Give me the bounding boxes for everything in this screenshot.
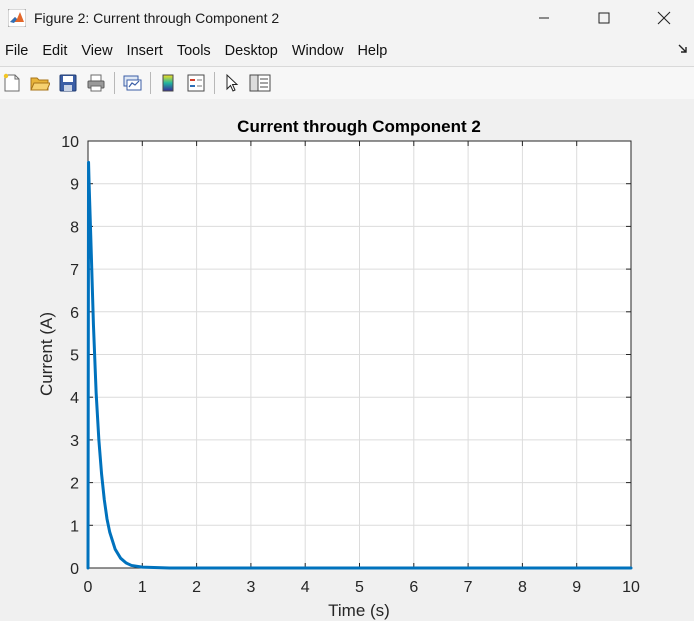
maximize-button[interactable] <box>574 0 634 36</box>
colorbar-icon <box>162 74 174 92</box>
line-chart[interactable]: 0 1 2 3 4 5 6 7 8 9 10 0 1 2 3 4 5 6 7 8 9 10 Current through… <box>0 99 694 621</box>
menu-view[interactable]: View <box>81 43 113 59</box>
figure-canvas[interactable]: 0 1 2 3 4 5 6 7 8 9 10 0 1 2 3 4 5 6 7 8 9 10 Current through… <box>0 99 694 621</box>
chart-title: Current through Component 2 <box>237 117 481 136</box>
link-plot-button[interactable] <box>120 71 144 95</box>
minimize-button[interactable] <box>514 0 574 36</box>
new-figure-button[interactable] <box>0 71 24 95</box>
edit-plot-arrow-icon <box>226 73 239 92</box>
print-button[interactable] <box>84 71 108 95</box>
menu-file[interactable]: File <box>5 43 29 59</box>
close-icon <box>657 11 671 25</box>
y-axis-label: Current (A) <box>37 312 56 396</box>
link-plot-icon <box>123 75 142 91</box>
menu-help[interactable]: Help <box>357 43 388 59</box>
x-axis-label: Time (s) <box>328 601 390 620</box>
menu-bar: File Edit View Insert Tools Desktop Wind… <box>0 36 694 66</box>
property-inspector-icon <box>249 74 271 92</box>
x-tick-label: 0 <box>84 579 93 596</box>
matlab-logo-icon <box>7 8 27 28</box>
title-bar: Figure 2: Current through Component 2 <box>0 0 694 36</box>
open-file-icon <box>30 77 50 91</box>
toolbar-separator <box>150 72 151 94</box>
y-tick-label: 9 <box>70 177 79 194</box>
menu-insert[interactable]: Insert <box>126 43 163 59</box>
data-series[interactable] <box>86 160 633 570</box>
menu-edit[interactable]: Edit <box>42 43 68 59</box>
x-tick-label: 10 <box>622 579 640 596</box>
close-button[interactable] <box>634 0 694 36</box>
insert-legend-button[interactable] <box>184 71 208 95</box>
y-tick-label: 6 <box>70 305 79 322</box>
x-tick-label: 3 <box>246 579 255 596</box>
toolbar-separator <box>214 72 215 94</box>
edit-plot-button[interactable] <box>220 71 244 95</box>
menu-window[interactable]: Window <box>291 43 344 59</box>
y-tick-label: 10 <box>61 134 79 151</box>
x-tick-label: 6 <box>409 579 418 596</box>
tick-labels: 0 1 2 3 4 5 6 7 8 9 10 0 1 2 3 4 5 6 7 8 9 10 <box>61 134 640 596</box>
y-tick-label: 3 <box>70 433 79 450</box>
x-tick-label: 7 <box>464 579 473 596</box>
dock-figure-icon[interactable] <box>678 43 688 57</box>
y-tick-label: 0 <box>70 561 79 578</box>
open-file-button[interactable] <box>28 71 52 95</box>
x-tick-label: 5 <box>355 579 364 596</box>
y-tick-label: 5 <box>70 348 79 365</box>
y-tick-label: 8 <box>70 219 79 236</box>
toolbar-separator <box>114 72 115 94</box>
x-tick-label: 8 <box>518 579 527 596</box>
menu-desktop[interactable]: Desktop <box>224 43 278 59</box>
window-title: Figure 2: Current through Component 2 <box>34 10 280 26</box>
x-tick-label: 9 <box>572 579 581 596</box>
minimize-icon <box>539 17 549 19</box>
insert-colorbar-button[interactable] <box>156 71 180 95</box>
print-icon <box>87 74 105 92</box>
figure-toolbar <box>0 66 694 100</box>
property-inspector-button[interactable] <box>248 71 272 95</box>
x-tick-label: 1 <box>138 579 147 596</box>
new-figure-icon <box>3 73 20 92</box>
series-line[interactable] <box>86 160 633 570</box>
maximize-icon <box>598 12 610 24</box>
x-tick-label: 4 <box>301 579 310 596</box>
window-controls <box>514 0 694 36</box>
y-tick-label: 4 <box>70 390 79 407</box>
x-tick-label: 2 <box>192 579 201 596</box>
menu-tools[interactable]: Tools <box>176 43 211 59</box>
save-icon <box>59 74 77 92</box>
y-tick-label: 7 <box>70 262 79 279</box>
y-tick-label: 1 <box>70 518 79 535</box>
y-tick-label: 2 <box>70 476 79 493</box>
legend-icon <box>187 74 205 92</box>
save-button[interactable] <box>56 71 80 95</box>
grid <box>87 140 632 569</box>
